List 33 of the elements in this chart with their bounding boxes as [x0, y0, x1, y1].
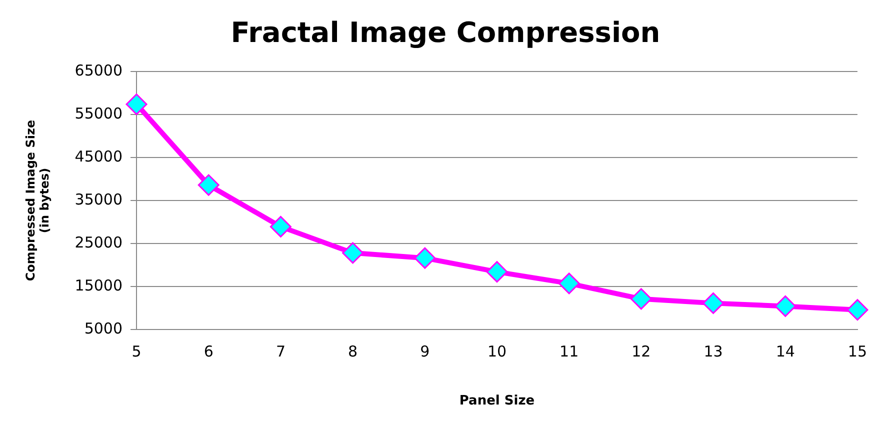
- y-tick-label: 15000: [74, 276, 123, 294]
- x-tick-label: 8: [348, 342, 358, 360]
- x-tick-label: 9: [420, 342, 430, 360]
- point: [486, 261, 508, 283]
- x-tick-label: 15: [848, 342, 868, 360]
- point: [846, 299, 868, 321]
- point: [558, 272, 580, 294]
- x-tick-label: 14: [776, 342, 795, 360]
- point: [342, 242, 364, 264]
- x-tick-label: 6: [204, 342, 214, 360]
- y-tick-label: 45000: [74, 147, 123, 166]
- y-tick-label: 25000: [74, 233, 123, 252]
- point: [126, 94, 148, 116]
- x-tick-label: 12: [632, 342, 651, 360]
- x-tick-label: 11: [560, 342, 579, 360]
- y-tick-label: 35000: [74, 190, 123, 208]
- x-tick-label: 5: [132, 342, 142, 360]
- y-tick-label: 55000: [74, 104, 123, 122]
- y-tick-label: 65000: [74, 61, 123, 80]
- x-tick-label: 13: [704, 342, 723, 360]
- x-tick-label: 7: [276, 342, 286, 360]
- text: (in bytes): [38, 168, 52, 234]
- point: [774, 295, 796, 317]
- point: [630, 288, 652, 310]
- y-tick-label: 5000: [84, 319, 123, 338]
- point: [702, 292, 724, 314]
- chart-title: Fractal Image Compression: [230, 16, 660, 50]
- point: [414, 247, 436, 269]
- point: [270, 216, 292, 238]
- x-axis-title: Panel Size: [459, 394, 535, 409]
- text: Compressed Image Size: [23, 120, 38, 282]
- x-tick-label: 10: [487, 342, 507, 360]
- point: [198, 174, 220, 196]
